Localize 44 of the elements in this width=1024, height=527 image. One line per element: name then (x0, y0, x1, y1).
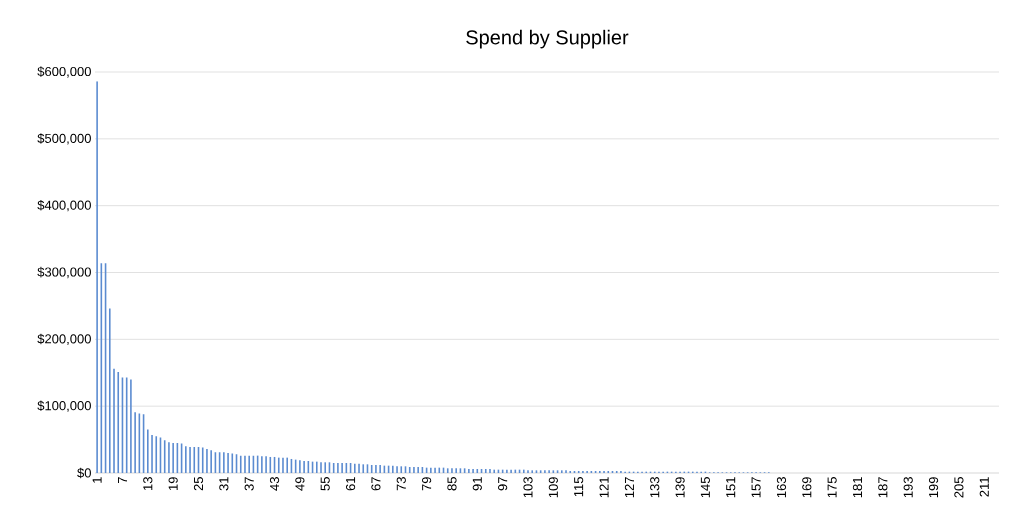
x-tick-label: 79 (422, 477, 432, 491)
x-tick-label: 37 (244, 477, 254, 491)
x-tick-label: 121 (599, 477, 609, 498)
y-tick-label: $600,000 (37, 66, 91, 78)
x-tick-label: 199 (928, 477, 939, 498)
x-tick-label: 7 (117, 477, 127, 484)
x-tick-label: 13 (143, 477, 153, 491)
y-tick-label: $200,000 (37, 333, 91, 345)
x-tick-label: 61 (345, 477, 356, 491)
x-tick-label: 31 (219, 477, 229, 491)
x-tick-label: 43 (269, 477, 280, 491)
x-tick-label: 67 (371, 477, 381, 491)
y-tick-label: $0 (77, 467, 91, 479)
x-tick-label: 85 (447, 477, 457, 491)
x-tick-label: 145 (700, 477, 710, 498)
x-tick-label: 157 (751, 477, 761, 498)
x-tick-label: 19 (168, 477, 178, 491)
x-tick-label: 163 (776, 477, 787, 498)
x-tick-label: 127 (624, 477, 634, 498)
x-tick-label: 1 (92, 477, 102, 483)
y-tick-label: $300,000 (37, 266, 91, 279)
y-tick-label: $100,000 (37, 400, 91, 412)
x-tick-label: 73 (396, 477, 406, 491)
chart-title: Spend by Supplier (466, 29, 629, 49)
x-tick-label: 133 (650, 477, 660, 498)
x-tick-label: 25 (193, 477, 204, 491)
x-tick-label: 91 (472, 477, 482, 491)
x-tick-label: 55 (320, 477, 330, 491)
x-tick-label: 187 (878, 477, 888, 498)
y-tick-label: $400,000 (37, 200, 91, 212)
x-tick-label: 139 (675, 477, 685, 498)
x-tick-label: 97 (498, 477, 508, 491)
x-tick-label: 193 (903, 477, 913, 498)
x-tick-label: 211 (979, 477, 989, 497)
x-tick-label: 169 (802, 477, 812, 498)
x-tick-label: 205 (954, 477, 964, 498)
x-tick-label: 181 (852, 477, 863, 498)
x-tick-label: 103 (523, 477, 533, 498)
x-tick-label: 175 (827, 477, 837, 498)
x-tick-label: 49 (295, 477, 305, 491)
x-tick-label: 109 (548, 477, 558, 498)
y-tick-label: $500,000 (37, 133, 91, 145)
x-tick-label: 115 (574, 477, 584, 497)
x-tick-label: 151 (726, 477, 736, 498)
